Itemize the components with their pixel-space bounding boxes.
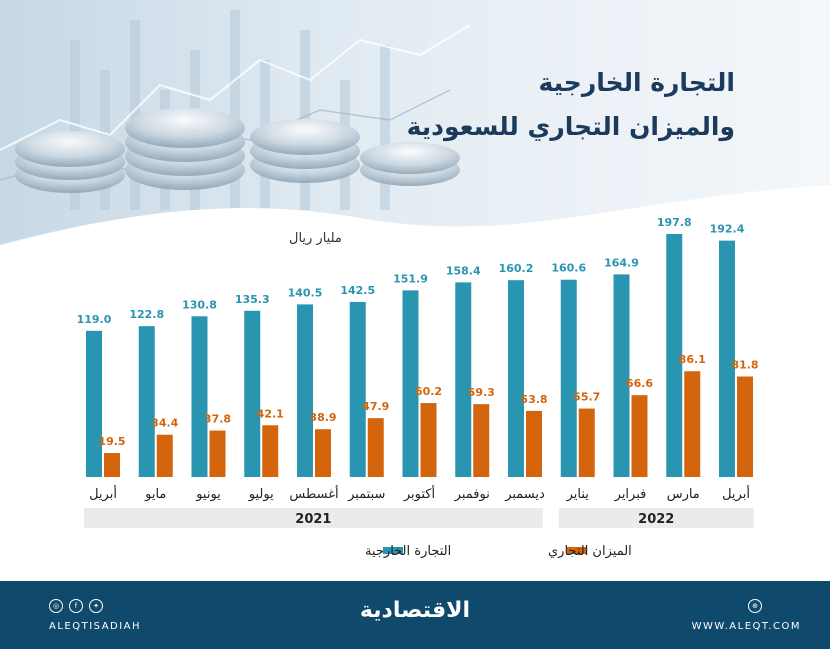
balance-value-label: 60.2 <box>415 385 442 398</box>
year-band <box>558 508 754 528</box>
unit-label: مليار ريال <box>289 231 342 246</box>
trade-bar <box>138 326 155 477</box>
month-label: أبريل <box>722 485 750 502</box>
social-handle[interactable]: ALEQTISADIAH <box>49 621 142 632</box>
trade-bar <box>613 274 630 477</box>
brand-logo: الاقتصادية <box>359 598 471 623</box>
month-label: ديسمبر <box>504 487 545 502</box>
month-label: فبراير <box>614 487 647 502</box>
month-label: مايو <box>144 487 166 502</box>
balance-bar <box>315 429 331 477</box>
trade-value-label: 140.5 <box>288 286 323 299</box>
balance-value-label: 38.9 <box>309 411 336 424</box>
trade-bar <box>86 330 102 477</box>
balance-bar <box>684 371 701 477</box>
balance-bar <box>473 404 490 477</box>
balance-bar <box>631 395 648 477</box>
month-label: سبتمبر <box>347 487 385 502</box>
balance-value-label: 66.6 <box>626 377 653 390</box>
legend-trade-swatch <box>383 547 403 554</box>
month-label: نوفمبر <box>454 487 490 502</box>
trade-bar <box>402 290 419 477</box>
balance-bar <box>737 376 753 477</box>
trade-bar <box>349 301 366 477</box>
twitter-icon[interactable]: ✦ <box>89 599 103 613</box>
footer-bar: ◎ f ✦ ALEQTISADIAH الاقتصادية ⊕ WWW.ALEQ… <box>0 581 830 649</box>
bar-chart: مليار ريال 119.0 19.5 أبريل 122.8 34.4 مايو 130… <box>77 216 759 559</box>
balance-value-label: 34.4 <box>151 417 178 430</box>
balance-value-label: 37.8 <box>204 413 231 426</box>
balance-value-label: 42.1 <box>257 407 284 420</box>
balance-bar <box>420 403 437 477</box>
trade-bar <box>666 234 683 477</box>
month-label: يونيو <box>195 487 221 502</box>
month-label: أكتوبر <box>403 485 435 502</box>
trade-value-label: 160.2 <box>499 262 534 275</box>
balance-value-label: 86.1 <box>679 353 706 366</box>
balance-bar <box>578 408 595 477</box>
month-label: يناير <box>566 487 590 502</box>
balance-value-label: 55.7 <box>573 391 600 404</box>
trade-value-label: 197.8 <box>657 216 692 229</box>
trade-value-label: 130.8 <box>182 298 217 311</box>
balance-value-label: 59.3 <box>468 386 495 399</box>
year-label: 2022 <box>638 512 674 527</box>
legend-trade-label: التجارة الخارجية <box>365 544 451 559</box>
legend-balance-swatch <box>567 547 587 554</box>
trade-bar <box>297 304 313 477</box>
balance-bar <box>209 430 226 477</box>
trade-value-label: 119.0 <box>77 313 112 326</box>
trade-value-label: 142.5 <box>340 284 375 297</box>
instagram-icon[interactable]: ◎ <box>49 599 63 613</box>
legend-balance-label: الميزان التجاري <box>548 544 632 559</box>
trade-value-label: 160.6 <box>551 262 586 275</box>
balance-value-label: 19.5 <box>98 435 125 448</box>
month-label: مارس <box>667 487 700 502</box>
trade-bar <box>244 310 261 477</box>
balance-bar <box>156 434 173 477</box>
balance-value-label: 47.9 <box>362 400 389 413</box>
year-band <box>84 508 543 528</box>
balance-bar <box>104 453 120 477</box>
balance-bar <box>526 410 542 477</box>
year-label: 2021 <box>295 512 331 527</box>
trade-bar <box>455 282 472 477</box>
balance-bar <box>262 425 279 477</box>
trade-value-label: 135.3 <box>235 293 270 306</box>
trade-value-label: 122.8 <box>129 308 164 321</box>
trade-value-label: 151.9 <box>393 272 428 285</box>
month-label: أغسطس <box>289 485 338 502</box>
web-icon[interactable]: ⊕ <box>748 599 762 613</box>
trade-value-label: 158.4 <box>446 264 481 277</box>
balance-value-label: 53.8 <box>520 393 547 406</box>
trade-value-label: 164.9 <box>604 256 639 269</box>
trade-bar <box>560 279 577 477</box>
title-line-1: التجارة الخارجية <box>538 68 735 97</box>
trade-bar <box>508 280 524 477</box>
month-label: يوليو <box>248 487 274 502</box>
trade-bar <box>719 240 735 477</box>
balance-bar <box>367 418 384 477</box>
trade-bar <box>191 316 208 477</box>
trade-value-label: 192.4 <box>710 223 745 236</box>
title-line-2: والميزان التجاري للسعودية <box>406 112 735 141</box>
balance-value-label: 81.8 <box>731 359 758 372</box>
facebook-icon[interactable]: f <box>69 599 83 613</box>
month-label: أبريل <box>89 485 117 502</box>
website-link[interactable]: WWW.ALEQT.COM <box>691 621 801 632</box>
